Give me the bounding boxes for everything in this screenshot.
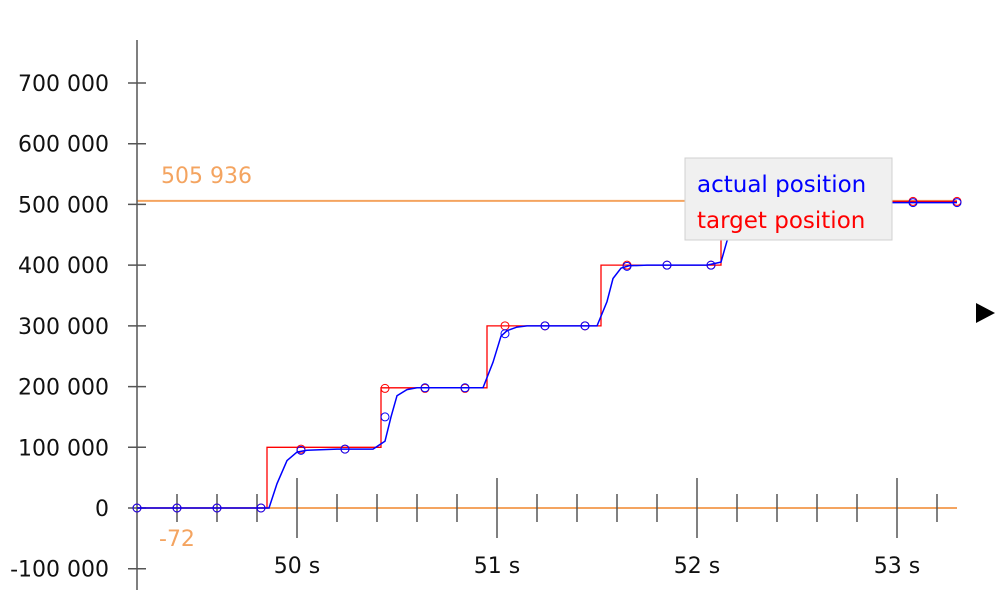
data-point-actual-position bbox=[420, 383, 430, 393]
data-point-actual-position bbox=[256, 503, 266, 513]
legend-item-target-position: target position bbox=[697, 208, 865, 234]
legend-box bbox=[684, 157, 893, 241]
data-point-actual-position bbox=[380, 412, 390, 422]
play-triangle-icon bbox=[976, 303, 995, 323]
data-point-actual-position bbox=[172, 503, 182, 513]
data-point-actual-position bbox=[460, 383, 470, 393]
y-tick-label-7: 0 bbox=[95, 497, 109, 522]
y-tick-label-2: 500 000 bbox=[18, 193, 109, 218]
y-tick-label-0: 700 000 bbox=[18, 72, 109, 97]
data-point-actual-position bbox=[908, 198, 918, 208]
x-tick-label-0: 50 s bbox=[274, 554, 320, 579]
legend-item-actual-position: actual position bbox=[697, 172, 866, 198]
plot-area: 700 000 600 000 500 000 400 000 300 000 200 0… bbox=[10, 40, 962, 590]
data-point-actual-position bbox=[952, 198, 962, 208]
y-tick-label-6: 100 000 bbox=[18, 436, 109, 461]
y-tick-label-4: 300 000 bbox=[18, 315, 109, 340]
data-point-actual-position bbox=[540, 321, 550, 331]
x-tick-label-2: 52 s bbox=[674, 554, 720, 579]
data-point-actual-position bbox=[662, 260, 672, 270]
series-line-target-position bbox=[137, 200, 957, 509]
y-tick-label-1: 600 000 bbox=[18, 133, 109, 158]
data-point-actual-position bbox=[340, 444, 350, 454]
y-tick-label-8: -100 000 bbox=[10, 558, 109, 583]
x-tick-label-1: 51 s bbox=[474, 554, 520, 579]
data-point-actual-position bbox=[296, 445, 306, 455]
legend: actual position target position bbox=[684, 157, 893, 241]
data-point-target-position bbox=[380, 383, 390, 393]
x-tick-label-3: 53 s bbox=[874, 554, 920, 579]
data-point-actual-position bbox=[580, 321, 590, 331]
data-point-actual-position bbox=[132, 503, 142, 513]
data-point-actual-position bbox=[212, 503, 222, 513]
series-line-actual-position bbox=[137, 201, 957, 509]
data-point-actual-position bbox=[706, 260, 716, 270]
reference-label-0: 505 936 bbox=[161, 164, 252, 189]
data-point-actual-position bbox=[622, 261, 632, 271]
y-tick-label-5: 200 000 bbox=[18, 376, 109, 401]
y-tick-label-3: 400 000 bbox=[18, 254, 109, 279]
reference-label-1: -72 bbox=[159, 527, 195, 552]
data-point-actual-position bbox=[500, 329, 510, 339]
play-icon-button[interactable] bbox=[972, 300, 998, 326]
